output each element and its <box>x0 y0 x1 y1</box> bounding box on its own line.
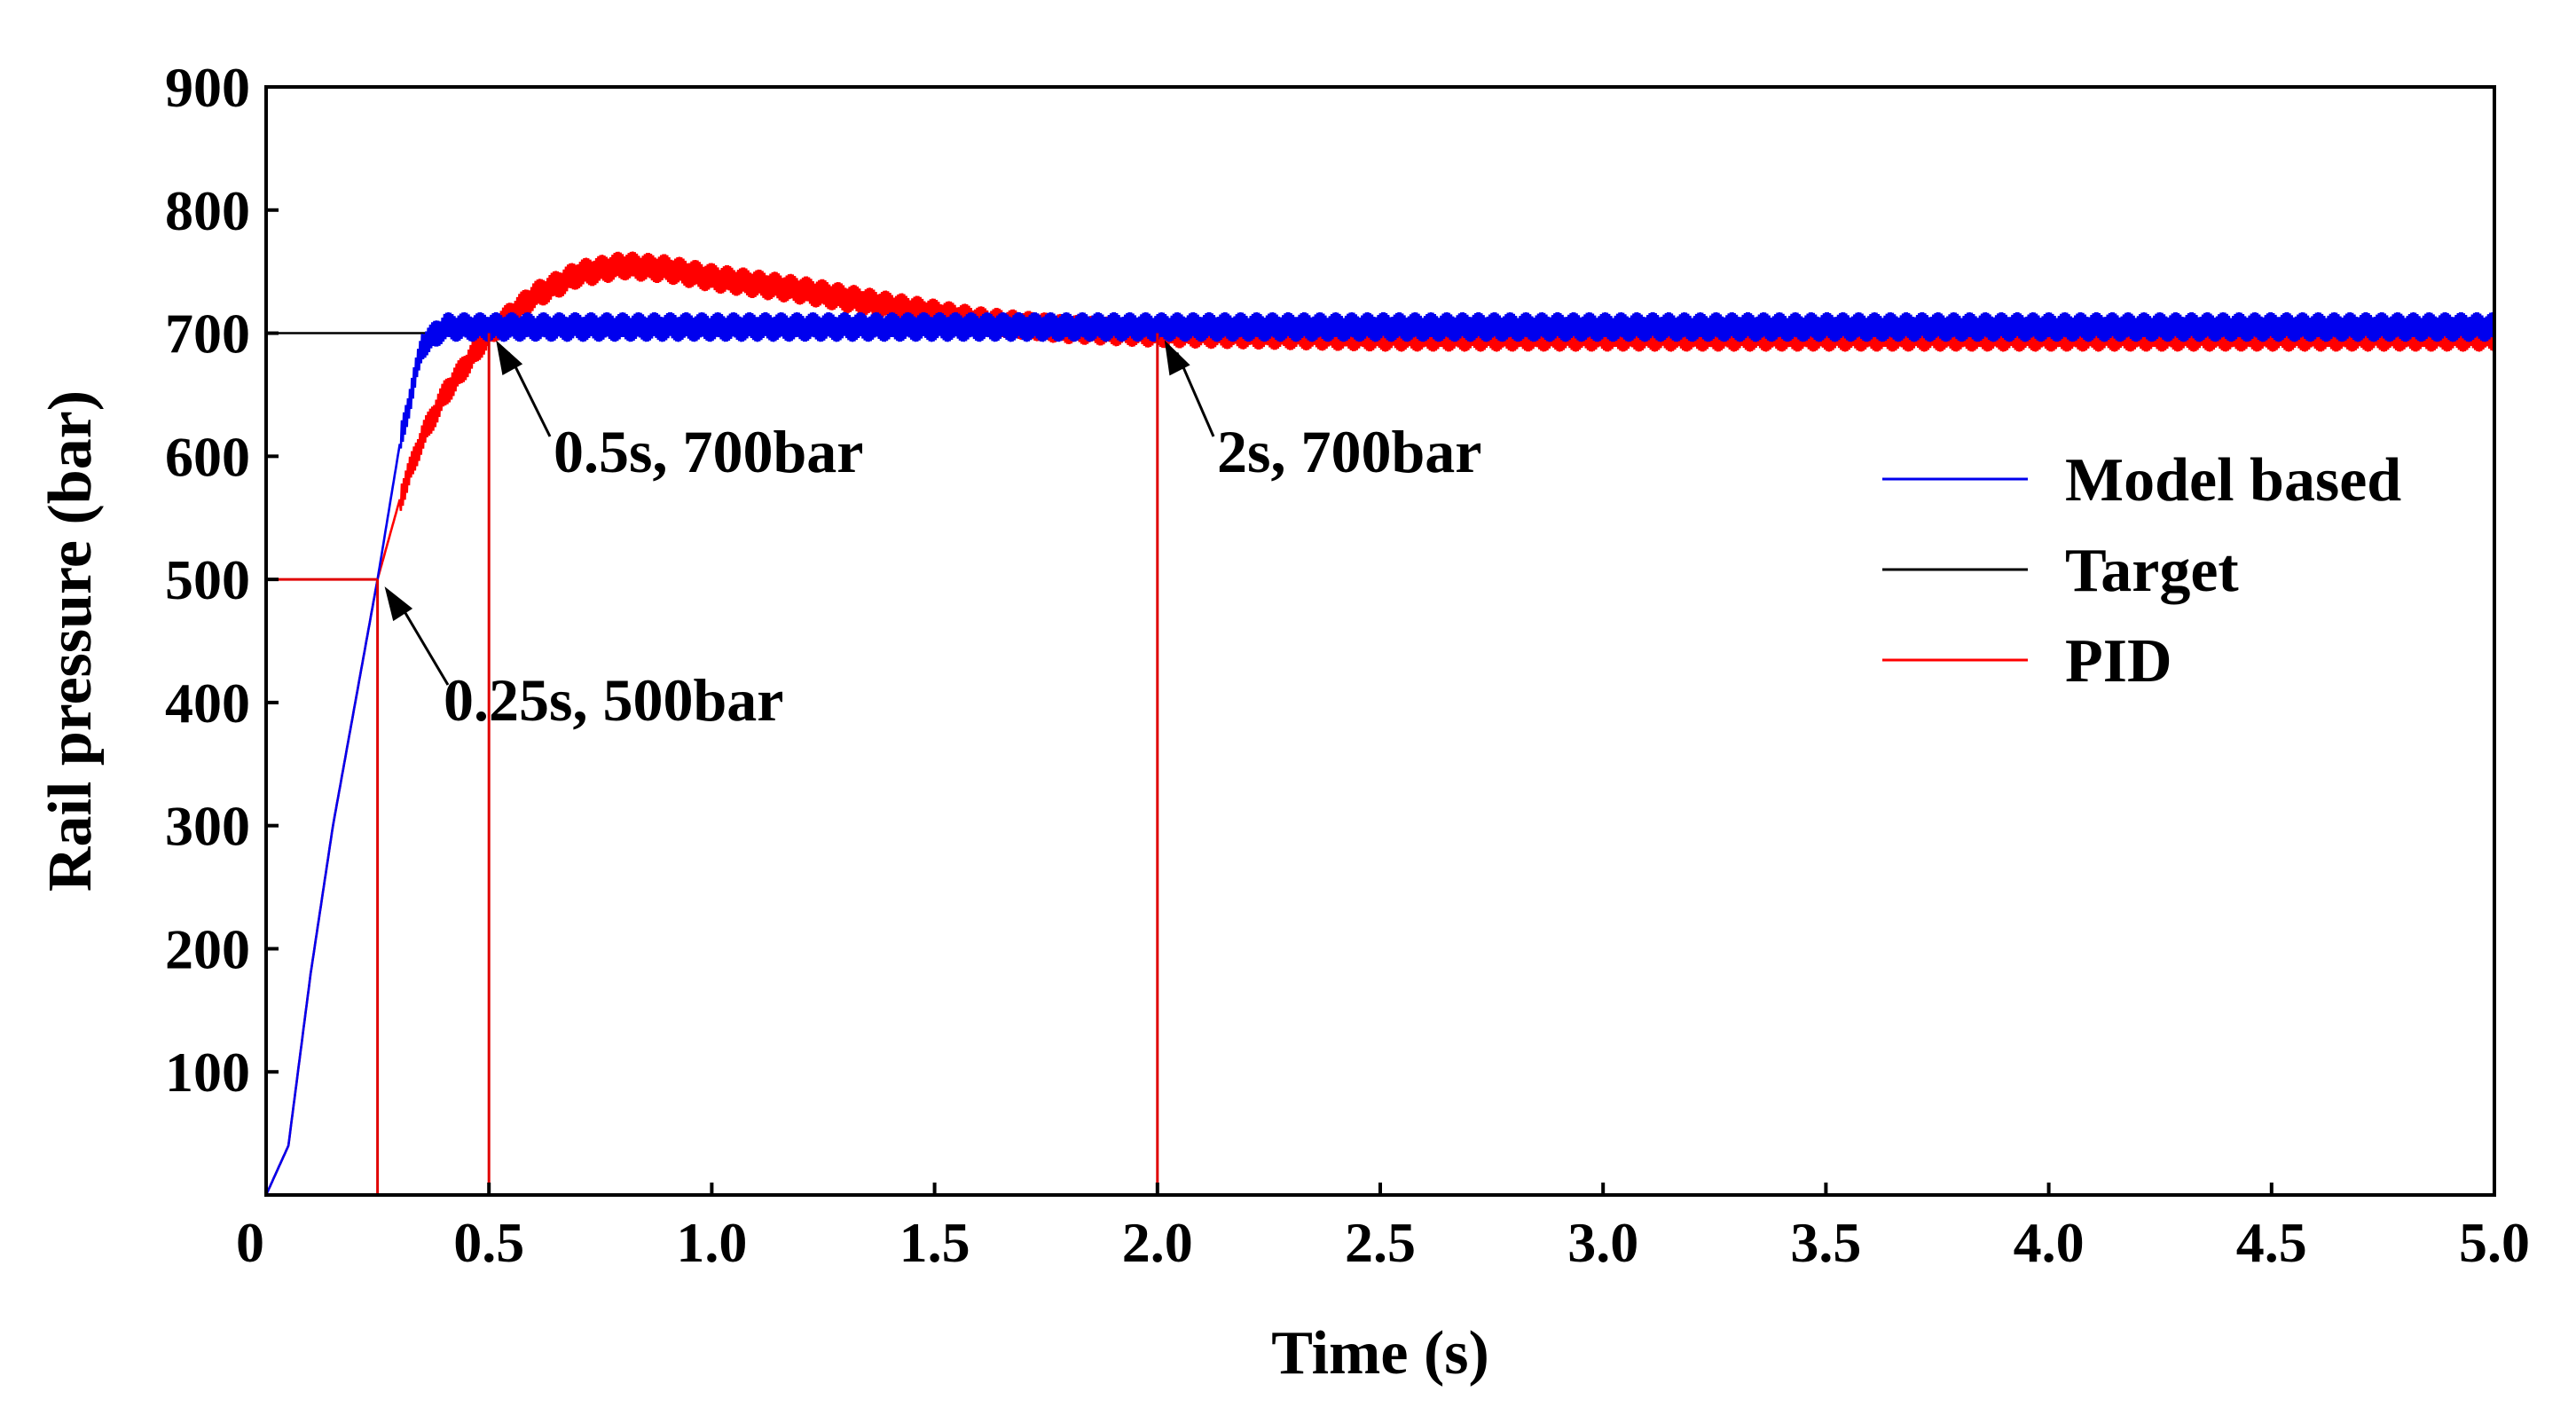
x-axis-label: Time (s) <box>1271 1319 1489 1387</box>
y-tick-label-0: 100 <box>165 1041 250 1104</box>
y-tick-label-7: 800 <box>165 179 250 242</box>
legend-label-model-based: Model based <box>2065 446 2401 515</box>
legend: Model based Target PID <box>1882 446 2401 696</box>
annotation-arrow-line-1 <box>396 598 450 686</box>
x-tick-label-10: 5.0 <box>2459 1211 2530 1274</box>
annotation-arrow-head-3 <box>1164 340 1190 376</box>
x-tick-label-9: 4.5 <box>2236 1211 2307 1274</box>
series-layer <box>264 251 2496 1196</box>
y-tick-label-4: 500 <box>165 548 250 611</box>
x-tick-label-8: 4.0 <box>2014 1211 2085 1274</box>
annotation-label-1: 0.25s, 500bar <box>444 666 783 734</box>
annotation-label-2: 0.5s, 700bar <box>554 418 863 485</box>
x-tick-label-2: 1.0 <box>676 1211 747 1274</box>
annotation-arrow-head-1 <box>384 586 413 622</box>
y-tick-label-3: 400 <box>165 672 250 735</box>
annotations-layer: 0.25s, 500bar 0.5s, 700bar 2s, 700bar <box>384 340 1481 734</box>
x-tick-label-0: 0 <box>236 1211 264 1274</box>
x-tick-label-5: 2.5 <box>1345 1211 1416 1274</box>
annotation-arrow-head-2 <box>496 340 523 376</box>
y-tick-label-5: 600 <box>165 425 250 488</box>
legend-label-target: Target <box>2065 537 2239 605</box>
ticks-layer: 0 0.5 1.0 1.5 2.0 2.5 3.0 3.5 4.0 4.5 5.0 100 200 300… <box>165 56 2530 1274</box>
guide-lines-layer <box>266 333 1159 1195</box>
y-tick-label-1: 200 <box>165 917 250 980</box>
x-tick-label-3: 1.5 <box>899 1211 970 1274</box>
y-tick-label-8: 900 <box>165 56 250 119</box>
x-tick-label-4: 2.0 <box>1122 1211 1193 1274</box>
x-tick-label-1: 0.5 <box>453 1211 524 1274</box>
legend-label-pid: PID <box>2065 627 2172 696</box>
y-axis-label: Rail pressure (bar) <box>36 390 105 892</box>
x-tick-label-6: 3.0 <box>1567 1211 1638 1274</box>
y-tick-label-2: 300 <box>165 795 250 858</box>
x-tick-label-7: 3.5 <box>1790 1211 1861 1274</box>
y-tick-label-6: 700 <box>165 303 250 366</box>
series-line-model-based <box>264 311 2496 1196</box>
annotation-label-3: 2s, 700bar <box>1217 418 1481 485</box>
